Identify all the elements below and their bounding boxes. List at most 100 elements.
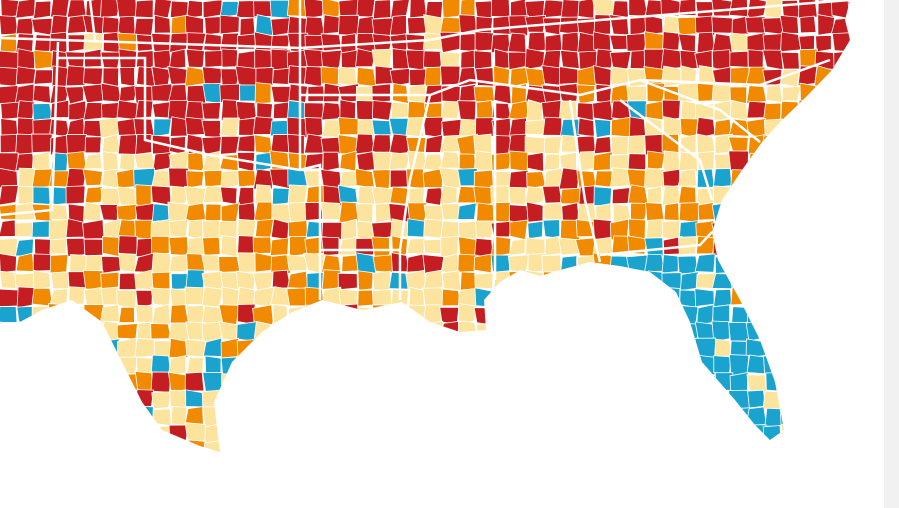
county <box>32 84 52 104</box>
county <box>441 118 462 138</box>
county <box>439 184 458 206</box>
county <box>204 16 222 36</box>
county <box>474 272 494 290</box>
county <box>153 0 173 18</box>
county <box>133 17 154 36</box>
county <box>577 117 595 138</box>
county <box>50 271 70 290</box>
scroll-edge <box>884 0 899 508</box>
county <box>626 32 648 54</box>
county <box>815 34 832 53</box>
county <box>424 66 442 87</box>
county <box>68 100 86 121</box>
county <box>118 272 138 290</box>
county <box>68 286 85 305</box>
county <box>0 33 17 54</box>
county <box>202 83 222 104</box>
county <box>100 51 121 69</box>
county <box>696 304 714 326</box>
county <box>65 185 86 205</box>
county <box>167 99 188 121</box>
county <box>17 117 35 136</box>
county <box>134 202 155 222</box>
county <box>254 184 274 205</box>
county <box>746 100 767 119</box>
county <box>184 286 205 306</box>
county <box>663 202 680 221</box>
county <box>117 134 139 156</box>
county <box>459 83 476 102</box>
county <box>595 203 612 223</box>
county <box>116 323 138 340</box>
county <box>526 201 544 223</box>
county <box>168 254 189 273</box>
county <box>151 235 170 256</box>
county <box>560 49 580 70</box>
county <box>390 101 409 120</box>
county <box>355 203 374 224</box>
county <box>185 389 205 408</box>
county <box>0 101 20 120</box>
county <box>168 337 189 358</box>
county <box>371 134 392 153</box>
county <box>14 83 35 105</box>
county <box>439 16 461 35</box>
county <box>254 48 274 70</box>
county <box>711 320 730 342</box>
county <box>662 31 681 52</box>
county <box>559 187 581 205</box>
county <box>0 219 16 237</box>
county <box>31 151 51 172</box>
county <box>185 202 207 222</box>
county <box>423 269 444 291</box>
county <box>526 151 545 172</box>
county <box>440 151 460 169</box>
county <box>371 99 393 121</box>
county <box>101 102 120 120</box>
county <box>83 201 102 222</box>
county <box>337 83 360 103</box>
county <box>168 236 189 257</box>
county <box>239 17 256 37</box>
county <box>779 14 800 34</box>
county <box>66 133 88 154</box>
county <box>645 218 665 239</box>
county <box>473 150 494 171</box>
county <box>82 219 105 240</box>
county <box>627 218 646 240</box>
county <box>322 14 341 35</box>
county <box>711 0 733 17</box>
county <box>304 202 324 221</box>
county <box>168 48 187 70</box>
county <box>270 17 291 37</box>
county <box>303 102 324 120</box>
county <box>660 0 682 17</box>
county <box>355 100 376 121</box>
county <box>133 152 156 169</box>
county <box>711 49 732 70</box>
county <box>610 116 631 138</box>
county <box>645 202 665 222</box>
county <box>235 65 257 88</box>
county <box>0 184 19 206</box>
county <box>525 119 546 135</box>
county <box>679 49 698 70</box>
county <box>337 66 358 87</box>
county <box>320 49 342 70</box>
county <box>371 83 391 104</box>
county <box>220 169 240 190</box>
county <box>389 14 407 36</box>
county <box>594 118 612 139</box>
county <box>745 85 767 105</box>
county <box>524 0 545 18</box>
county <box>439 52 461 69</box>
county <box>218 256 241 273</box>
county <box>338 14 360 36</box>
county <box>644 14 664 35</box>
county <box>202 236 221 257</box>
county <box>83 286 105 308</box>
county <box>476 202 496 223</box>
county <box>150 287 171 307</box>
county <box>253 0 272 17</box>
county <box>286 254 308 272</box>
